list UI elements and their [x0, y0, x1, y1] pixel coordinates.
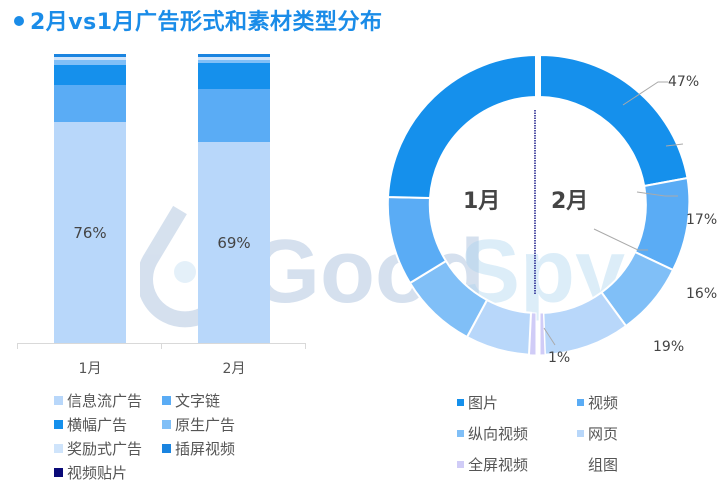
bar-seg-信息流广告: [54, 122, 126, 343]
donut-svg: [386, 53, 691, 356]
donut-seg-2月-图片: [539, 53, 689, 188]
bar-feb: [198, 54, 270, 343]
bar-label-feb: 69%: [217, 234, 251, 252]
x-tick-label-feb: 2月: [222, 361, 246, 377]
legend-swatch-icon: [577, 461, 584, 468]
legend-label: 插屏视频: [175, 440, 236, 458]
bar-seg-文字链: [54, 85, 126, 122]
legend-swatch-icon: [577, 399, 584, 406]
bar-label-jan: 76%: [73, 224, 107, 242]
legend-swatch-icon: [162, 420, 171, 429]
donut-seg-2月-全屏视频: [539, 312, 546, 356]
legend-label: 纵向视频: [468, 425, 529, 443]
legend-swatch-icon: [577, 430, 584, 437]
bar-seg-横幅广告: [198, 63, 270, 89]
legend-label: 网页: [588, 425, 619, 443]
x-axis-tick: [161, 343, 162, 349]
donut-label-纵向视频: 16%: [686, 286, 718, 302]
legend-label: 横幅广告: [67, 416, 128, 434]
title-bullet-icon: [14, 16, 24, 26]
legend-label: 奖励式广告: [67, 440, 143, 458]
legend-item-奖励式广告[interactable]: 奖励式广告: [54, 438, 142, 459]
chart-title: 2月vs1月广告形式和素材类型分布: [14, 4, 383, 36]
legend-item-文字链[interactable]: 文字链: [162, 390, 220, 411]
bar-seg-横幅广告: [54, 65, 126, 85]
legend-swatch-icon: [457, 399, 464, 406]
bar-seg-插屏视频: [198, 54, 270, 57]
legend-item-图片[interactable]: 图片: [457, 392, 498, 413]
legend-swatch-icon: [162, 444, 171, 453]
legend-item-网页[interactable]: 网页: [577, 423, 618, 444]
legend-swatch-icon: [457, 461, 464, 468]
legend-swatch-icon: [54, 444, 63, 453]
legend-item-视频[interactable]: 视频: [577, 392, 618, 413]
bar-seg-奖励式广告: [198, 57, 270, 60]
legend-item-组图[interactable]: 组图: [577, 454, 618, 475]
bar-seg-原生广告: [54, 60, 126, 65]
legend-label: 原生广告: [175, 416, 236, 434]
legend-label: 图片: [468, 394, 499, 412]
x-tick-label-jan: 1月: [78, 361, 102, 377]
donut-label-图片: 47%: [668, 74, 700, 90]
donut-label-网页: 19%: [653, 339, 685, 355]
legend-swatch-icon: [457, 430, 464, 437]
bar-seg-信息流广告: [198, 142, 270, 343]
legend-swatch-icon: [162, 396, 171, 405]
legend-swatch-icon: [54, 420, 63, 429]
chart-title-text: 2月vs1月广告形式和素材类型分布: [30, 10, 383, 35]
donut-seg-1月-图片: [386, 53, 537, 200]
legend-item-横幅广告[interactable]: 横幅广告: [54, 414, 127, 435]
donut-label-全屏视频: 1%: [548, 350, 571, 366]
bar-seg-奖励式广告: [54, 57, 126, 60]
bar-seg-原生广告: [198, 60, 270, 63]
legend-swatch-icon: [54, 468, 63, 477]
legend-swatch-icon: [54, 396, 63, 405]
x-axis-tick: [17, 343, 18, 349]
legend-label: 视频: [588, 394, 619, 412]
legend-item-插屏视频[interactable]: 插屏视频: [162, 438, 235, 459]
legend-label: 组图: [588, 456, 619, 474]
legend-label: 信息流广告: [67, 392, 143, 410]
legend-item-信息流广告[interactable]: 信息流广告: [54, 390, 142, 411]
legend-label: 文字链: [175, 392, 221, 410]
bar-seg-插屏视频: [54, 54, 126, 57]
donut-label-视频: 17%: [686, 212, 718, 228]
legend-item-纵向视频[interactable]: 纵向视频: [457, 423, 528, 444]
bar-jan: [54, 54, 126, 343]
stacked-bar-chart: 76% 69% 1月 2月 信息流广告 文字链 横幅广告 原生广告 奖励式广告 …: [0, 0, 320, 485]
bar-seg-文字链: [198, 89, 270, 142]
legend-item-视频贴片[interactable]: 视频贴片: [54, 462, 127, 483]
split-donut-chart: 1月 2月 47% 17% 16% 19% 1%: [383, 50, 717, 366]
legend-item-原生广告[interactable]: 原生广告: [162, 414, 235, 435]
donut-center-label-feb: 2月: [551, 189, 589, 214]
legend-label: 视频贴片: [67, 464, 128, 482]
x-axis-tick: [305, 343, 306, 349]
donut-center-label-jan: 1月: [463, 189, 501, 214]
legend-item-全屏视频[interactable]: 全屏视频: [457, 454, 528, 475]
legend-label: 全屏视频: [468, 456, 529, 474]
